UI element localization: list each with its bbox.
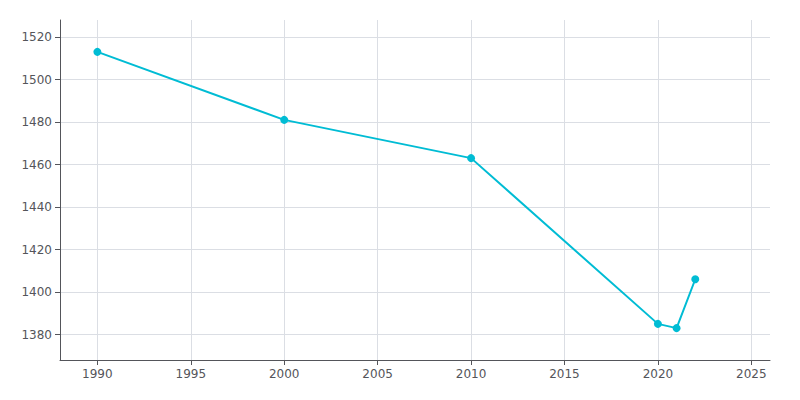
- svg-text:1990: 1990: [82, 367, 113, 381]
- svg-text:1480: 1480: [21, 115, 52, 129]
- svg-text:2015: 2015: [549, 367, 580, 381]
- svg-text:2005: 2005: [362, 367, 393, 381]
- svg-text:2020: 2020: [643, 367, 674, 381]
- svg-text:1420: 1420: [21, 243, 52, 257]
- svg-text:1520: 1520: [21, 30, 52, 44]
- svg-text:2025: 2025: [736, 367, 767, 381]
- svg-text:1460: 1460: [21, 158, 52, 172]
- svg-text:1380: 1380: [21, 328, 52, 342]
- svg-text:2010: 2010: [456, 367, 487, 381]
- svg-text:2000: 2000: [269, 367, 300, 381]
- svg-text:1995: 1995: [176, 367, 207, 381]
- svg-text:1500: 1500: [21, 73, 52, 87]
- svg-text:1400: 1400: [21, 285, 52, 299]
- svg-text:1440: 1440: [21, 200, 52, 214]
